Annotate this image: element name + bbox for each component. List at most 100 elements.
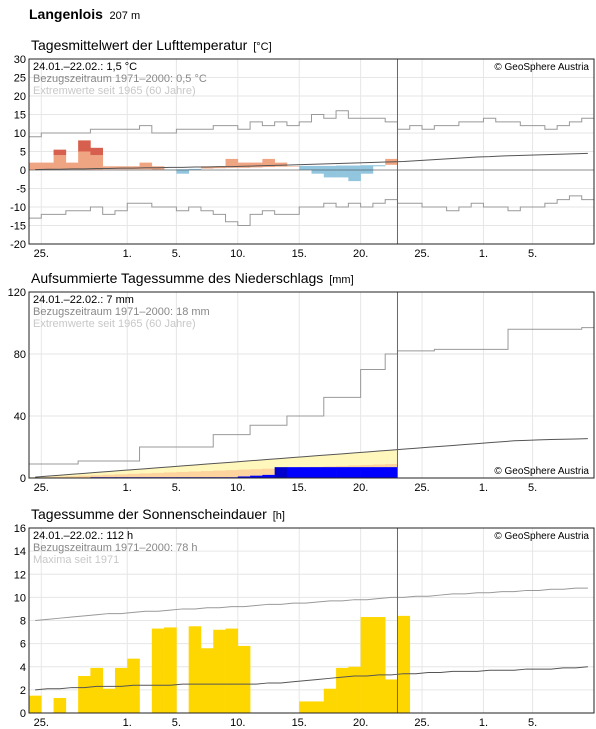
temperature-unit: [°C] — [253, 41, 272, 53]
temperature-bar — [65, 162, 79, 170]
precipitation-ytick-label: 120 — [8, 287, 26, 299]
precipitation-band-area — [164, 472, 177, 478]
precipitation-xtick-label: 25. — [34, 482, 49, 494]
temperature-credit: © GeoSphere Austria — [494, 62, 589, 73]
temperature-bar — [29, 162, 42, 170]
temperature-bar — [372, 165, 386, 167]
precipitation-actual-bar — [348, 467, 361, 478]
sunshine-xtick-label: 10. — [230, 717, 245, 729]
sunshine-info-reference: Bezugszeitraum 1971–2000: 78 h — [33, 542, 198, 554]
precipitation-actual-bar — [237, 476, 251, 478]
temperature-bar — [78, 151, 91, 170]
precipitation-xtick-label: 5. — [172, 482, 181, 494]
sunshine-ytick-label: 0 — [20, 708, 26, 720]
temperature-xtick-label: 20. — [353, 248, 368, 260]
temperature-bar-extreme — [53, 149, 67, 156]
precipitation-unit: [mm] — [329, 274, 354, 286]
precipitation-band-area — [102, 474, 116, 478]
sunshine-bar — [299, 701, 312, 713]
precipitation-band-area — [200, 471, 214, 478]
sunshine-bar — [336, 667, 349, 713]
precipitation-plot-frame — [28, 291, 595, 479]
precipitation-xtick-label: 20. — [353, 482, 368, 494]
temperature-normal-line — [35, 152, 588, 171]
temperature-bar-extreme — [90, 147, 103, 156]
precipitation-reference-area — [164, 466, 177, 478]
sunshine-credit: © GeoSphere Austria — [494, 531, 589, 542]
sunshine-ytick-label: 14 — [14, 546, 26, 558]
precipitation-actual-bar — [385, 467, 398, 478]
precipitation-band-area — [262, 468, 275, 478]
temperature-bar — [188, 168, 202, 170]
precipitation-band-area — [176, 471, 189, 478]
precipitation-title-text: Aufsummierte Tagessumme des Niederschlag… — [31, 270, 324, 286]
sunshine-ytick-label: 10 — [14, 592, 26, 604]
temperature-title-text: Tagesmittelwert der Lufttemperatur — [31, 37, 248, 53]
sunshine-ytick-label: 6 — [20, 639, 26, 651]
temperature-bar — [53, 155, 67, 170]
sunshine-bar — [237, 645, 251, 713]
sunshine-bar — [372, 617, 386, 713]
temperature-ytick-label: -20 — [10, 239, 26, 251]
precipitation-xtick-label: 1. — [123, 482, 132, 494]
precipitation-info-period: 24.01.–22.02.: 7 mm — [33, 294, 134, 306]
sunshine-bar — [311, 701, 325, 713]
station-name: Langenlois — [29, 6, 103, 22]
temperature-ytick-label: 30 — [14, 54, 26, 66]
precipitation-ytick-label: 0 — [20, 473, 26, 485]
temperature-bar — [225, 158, 239, 168]
precipitation-actual-bar — [274, 467, 288, 478]
precipitation-band-area — [114, 474, 128, 478]
temperature-bar — [286, 166, 300, 167]
temperature-info-extremes: Extremwerte seit 1965 (60 Jahre) — [33, 85, 196, 97]
precipitation-actual-bar — [286, 467, 300, 478]
sunshine-bar — [151, 628, 165, 713]
temperature-ytick-label: 5 — [20, 147, 26, 159]
precipitation-max-line — [29, 327, 594, 465]
temperature-bar — [336, 165, 349, 178]
precipitation-reference-area — [53, 475, 67, 478]
sunshine-info-period: 24.01.–22.02.: 112 h — [33, 530, 133, 542]
precipitation-chart: 0 40 80 120 25. 1. 5. 10. 15. 20. 25. 1. 5. 24.01.–22… — [8, 287, 595, 494]
precipitation-xtick-label: 15. — [292, 482, 307, 494]
station-elevation: 207 m — [109, 10, 141, 22]
precipitation-band-area — [250, 469, 263, 478]
sunshine-title-text: Tagessumme der Sonnenscheindauer — [31, 506, 267, 522]
temperature-xtick-label: 15. — [292, 248, 307, 260]
sunshine-xtick-label: 1. — [123, 717, 132, 729]
temperature-bar — [90, 155, 103, 170]
precipitation-credit: © GeoSphere Austria — [494, 466, 589, 477]
sunshine-plot-frame — [28, 527, 595, 714]
temperature-bar — [348, 165, 361, 182]
station-header: Langenlois 207 m — [29, 6, 140, 22]
sunshine-bar — [78, 676, 91, 713]
temperature-bar-extreme — [78, 140, 91, 152]
sunshine-xtick-label: 25. — [34, 717, 49, 729]
sunshine-bar — [385, 679, 398, 713]
precipitation-xtick-label: 25. — [414, 482, 429, 494]
temperature-bar — [250, 162, 263, 168]
temperature-xtick-label: 1. — [479, 248, 488, 260]
temperature-ytick-label: 15 — [14, 110, 26, 122]
sunshine-xtick-label: 15. — [292, 717, 307, 729]
temperature-bar — [323, 165, 337, 178]
temperature-bar — [213, 166, 226, 169]
sunshine-bar — [200, 648, 214, 713]
temperature-xtick-label: 25. — [414, 248, 429, 260]
temperature-max-line — [29, 110, 594, 138]
temperature-xtick-label: 1. — [123, 248, 132, 260]
precipitation-band-area — [237, 469, 251, 478]
sunshine-chart-title: Tagessumme der Sonnenscheindauer [h] — [31, 506, 285, 522]
temperature-bar — [274, 162, 288, 167]
temperature-bar — [41, 162, 54, 170]
temperature-info-period: 24.01.–22.02.: 1,5 °C — [33, 61, 137, 73]
sunshine-ytick-label: 4 — [20, 662, 26, 674]
precipitation-info-reference: Bezugszeitraum 1971–2000: 18 mm — [33, 306, 210, 318]
sunshine-bar — [188, 626, 202, 713]
sunshine-xtick-label: 1. — [479, 717, 488, 729]
precipitation-band-area — [151, 472, 165, 478]
temperature-ytick-label: -5 — [16, 184, 26, 196]
temperature-xtick-label: 5. — [528, 248, 537, 260]
precipitation-actual-bar — [323, 467, 337, 478]
sunshine-bar — [225, 628, 239, 713]
